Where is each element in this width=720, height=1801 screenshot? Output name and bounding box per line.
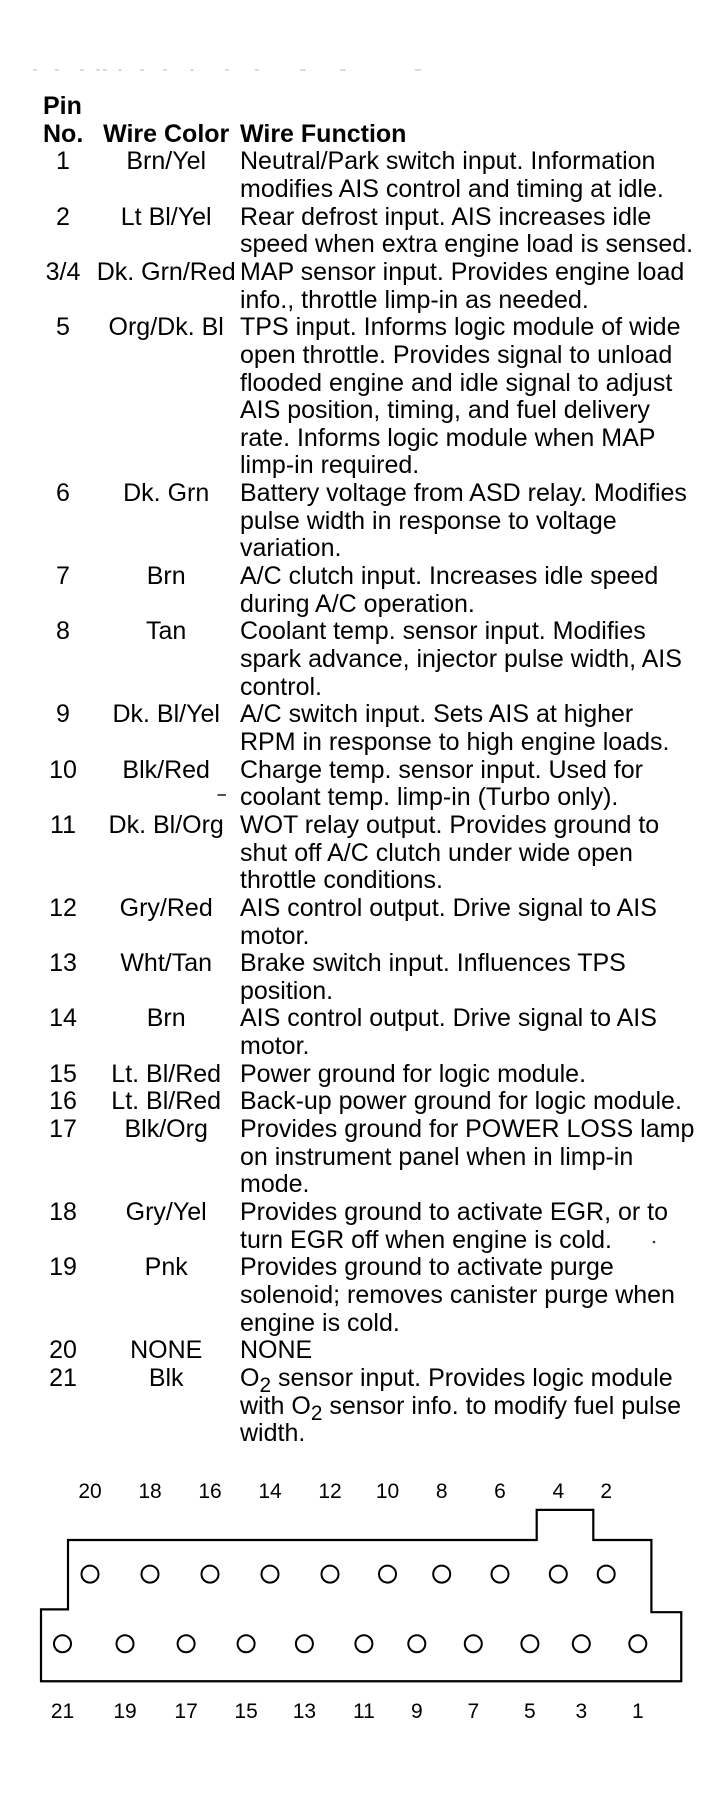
svg-text:8: 8 [436, 1480, 448, 1503]
svg-text:1: 1 [632, 1700, 644, 1723]
svg-text:19: 19 [113, 1700, 136, 1723]
svg-text:5: 5 [524, 1700, 536, 1723]
svg-text:20: 20 [78, 1480, 101, 1503]
svg-text:10: 10 [376, 1480, 399, 1503]
svg-text:4: 4 [552, 1480, 564, 1503]
svg-text:13: 13 [293, 1700, 316, 1723]
svg-text:18: 18 [138, 1480, 161, 1503]
svg-text:2: 2 [600, 1480, 612, 1503]
svg-text:6: 6 [494, 1480, 506, 1503]
svg-text:9: 9 [411, 1700, 423, 1723]
svg-text:12: 12 [318, 1480, 341, 1503]
svg-text:3: 3 [575, 1700, 587, 1723]
svg-text:21: 21 [51, 1700, 74, 1723]
svg-text:16: 16 [198, 1480, 221, 1503]
svg-text:14: 14 [258, 1480, 282, 1503]
svg-text:17: 17 [174, 1700, 197, 1723]
svg-text:7: 7 [467, 1700, 479, 1723]
svg-text:11: 11 [353, 1700, 375, 1723]
svg-text:15: 15 [234, 1700, 257, 1723]
